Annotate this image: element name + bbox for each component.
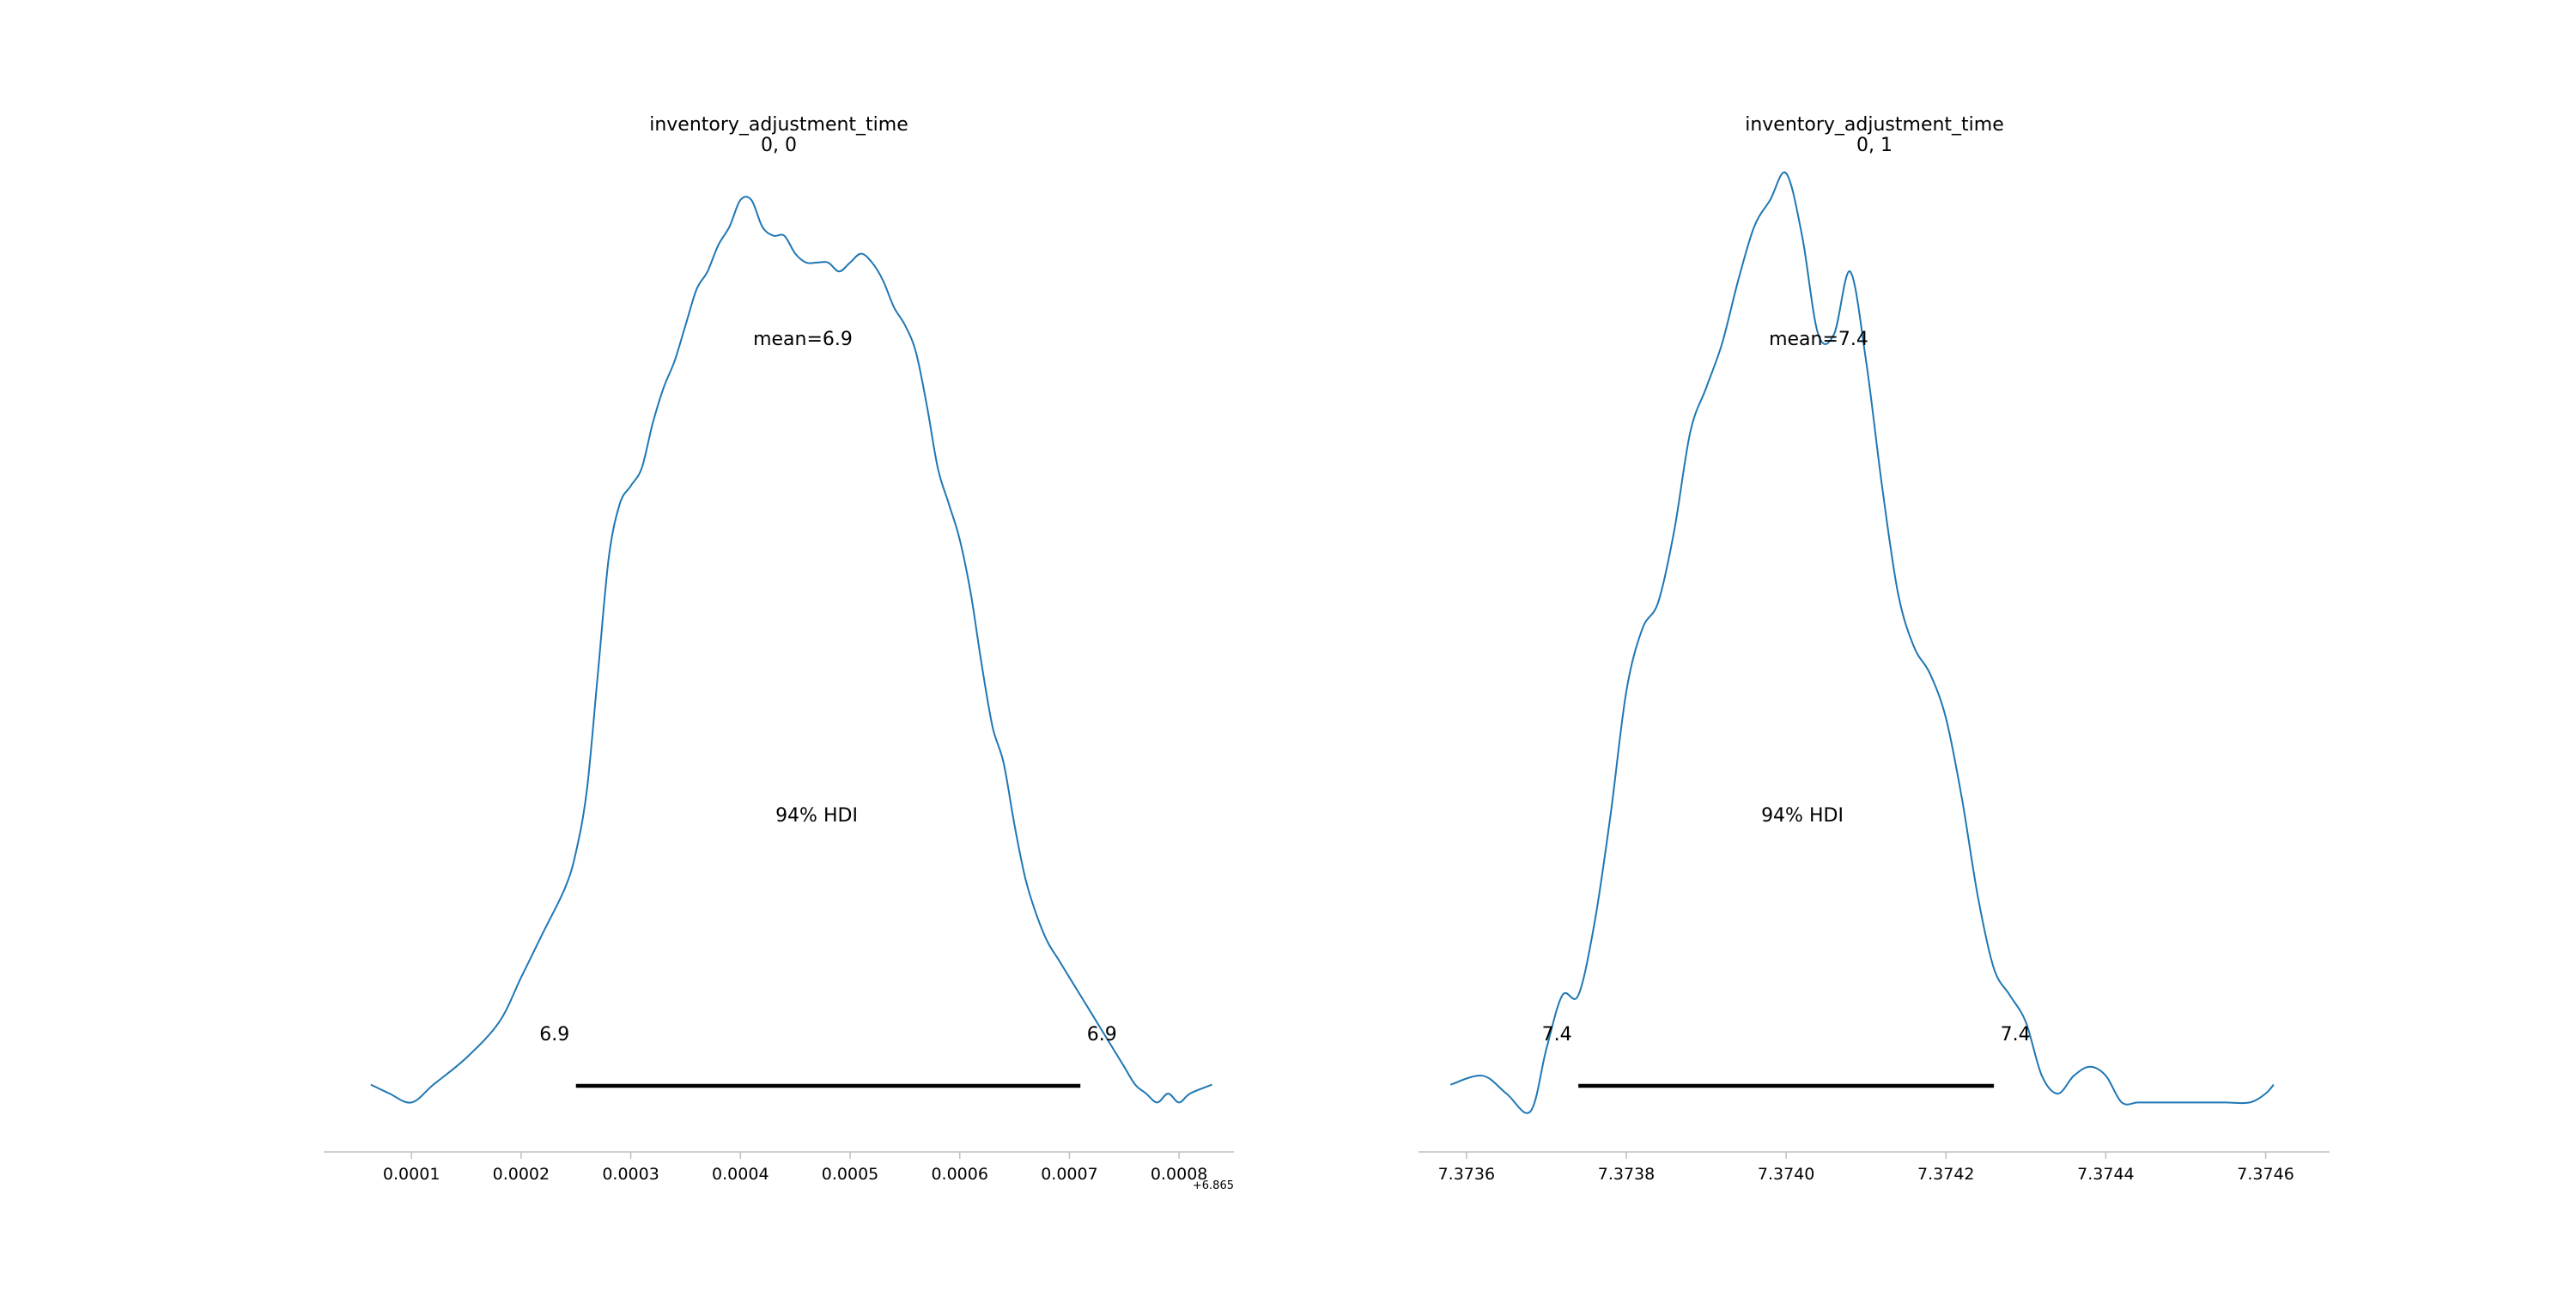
x-tick-label: 7.3744 (2077, 1165, 2134, 1184)
subplot-0-0: inventory_adjustment_time 0, 0 0.0001 0.0… (324, 114, 1234, 1192)
x-axis-offset-label: +6.865 (1193, 1179, 1234, 1192)
x-tick-label: 0.0006 (931, 1165, 987, 1184)
subplot-0-1: inventory_adjustment_time 0, 1 7.3736 7.3… (1419, 114, 2330, 1184)
density-curve (370, 196, 1212, 1104)
hdi-label: 94% HDI (1761, 805, 1844, 827)
x-ticks: 7.3736 7.3738 7.3740 7.3742 7.3744 7.3746 (1438, 1152, 2294, 1184)
hdi-low-label: 7.4 (1542, 1024, 1572, 1046)
hdi-low-label: 6.9 (539, 1024, 569, 1046)
mean-label: mean=7.4 (1769, 329, 1868, 350)
x-tick-label: 7.3736 (1438, 1165, 1495, 1184)
mean-label: mean=6.9 (753, 329, 853, 350)
subplot-title-line-1: inventory_adjustment_time (649, 114, 908, 136)
x-tick-label: 7.3738 (1598, 1165, 1655, 1184)
x-tick-label: 7.3746 (2237, 1165, 2293, 1184)
x-tick-label: 0.0001 (383, 1165, 440, 1184)
x-tick-label: 0.0002 (493, 1165, 550, 1184)
x-tick-label: 0.0007 (1041, 1165, 1097, 1184)
subplot-title-line-1: inventory_adjustment_time (1745, 114, 2004, 136)
x-ticks: 0.0001 0.0002 0.0003 0.0004 0.0005 0.0006 0.00… (383, 1152, 1207, 1184)
density-curve (1449, 171, 2275, 1114)
hdi-label: 94% HDI (775, 805, 858, 827)
hdi-high-label: 6.9 (1087, 1024, 1117, 1046)
x-tick-label: 0.0005 (822, 1165, 878, 1184)
x-tick-label: 0.0003 (602, 1165, 659, 1184)
x-tick-label: 0.0008 (1151, 1165, 1207, 1184)
x-tick-label: 7.3740 (1758, 1165, 1814, 1184)
x-tick-label: 7.3742 (1917, 1165, 1974, 1184)
subplot-title-line-2: 0, 0 (761, 135, 797, 156)
subplot-title-line-2: 0, 1 (1856, 135, 1893, 156)
x-tick-label: 0.0004 (712, 1165, 769, 1184)
hdi-high-label: 7.4 (2001, 1024, 2031, 1046)
